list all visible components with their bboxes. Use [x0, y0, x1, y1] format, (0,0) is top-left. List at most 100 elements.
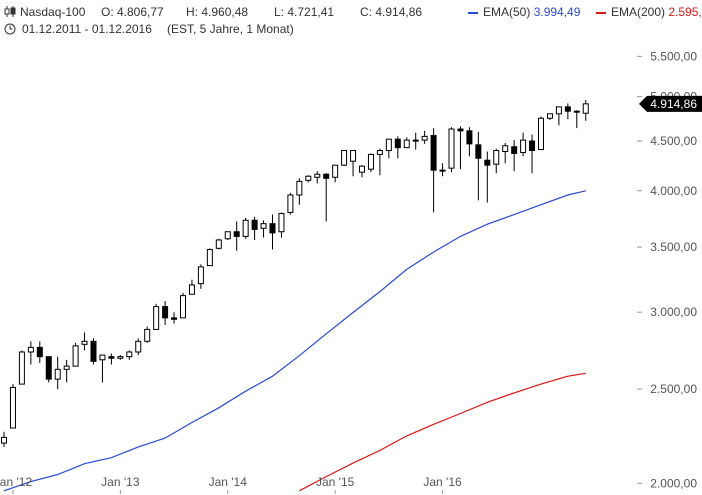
candle: [582, 99, 589, 121]
candle-body: [332, 164, 339, 178]
candle: [466, 127, 473, 157]
x-tick-label: Jan '15: [316, 475, 355, 489]
candle: [233, 221, 240, 251]
candle-body: [81, 340, 88, 345]
candle: [72, 342, 79, 367]
candle-body: [305, 175, 312, 181]
candle-body: [117, 356, 124, 359]
candle-body: [162, 306, 169, 319]
candle: [314, 171, 321, 184]
candle: [457, 126, 464, 170]
ema50-legend-value: 3.994,49: [533, 5, 581, 19]
x-tick-label: Jan '16: [423, 475, 462, 489]
candle-body: [376, 150, 383, 155]
candle: [421, 130, 428, 144]
close-value: C: 4.914,86: [360, 5, 423, 19]
candle: [215, 238, 222, 250]
x-axis: Jan '12 Jan '13 Jan '14 Jan '15 Jan '16: [0, 475, 462, 494]
candle-body: [529, 140, 536, 152]
candle: [538, 116, 544, 151]
candle-body: [18, 351, 25, 385]
candle-body: [54, 368, 61, 380]
candle-body: [206, 249, 213, 267]
candle-body: [421, 135, 428, 141]
candle-body: [555, 106, 562, 115]
candle-body: [439, 169, 446, 172]
candle-body: [394, 138, 401, 149]
candle: [54, 356, 61, 390]
candle-body: [350, 150, 357, 162]
candle-body: [359, 165, 365, 173]
candle-body: [108, 356, 115, 359]
candle: [242, 218, 249, 239]
last-price-badge: 4.914,86: [639, 95, 702, 112]
ema50-line: [3, 190, 586, 492]
candle: [529, 134, 536, 174]
candle-body: [251, 219, 258, 230]
y-tick-label: 4.500,00: [650, 134, 697, 148]
candle: [269, 214, 276, 250]
ema200-legend-swatch: [596, 12, 606, 14]
candle: [206, 248, 213, 267]
candle-body: [573, 110, 580, 113]
candle: [188, 279, 195, 295]
candle: [332, 164, 339, 183]
candle-body: [63, 365, 70, 370]
candle: [475, 131, 482, 201]
chart-info: (EST, 5 Jahre, 1 Monat): [167, 22, 294, 36]
candle-body: [99, 354, 106, 361]
candle: [117, 355, 124, 360]
candle-body: [448, 128, 455, 169]
clock-icon: [4, 23, 16, 35]
candle: [546, 113, 553, 121]
candle: [502, 142, 509, 164]
candle: [153, 303, 160, 330]
candle: [278, 212, 285, 238]
candle-body: [502, 145, 509, 152]
candle: [108, 353, 115, 365]
candle: [27, 341, 34, 365]
candle: [260, 220, 267, 238]
candle: [350, 150, 357, 177]
candle-body: [538, 117, 544, 151]
candle: [305, 175, 312, 183]
candle-body: [564, 106, 571, 112]
candles: [1, 99, 589, 447]
candle: [564, 103, 571, 120]
candle: [385, 138, 392, 159]
candle: [341, 150, 348, 167]
candle: [394, 136, 401, 159]
candle-body: [278, 213, 285, 233]
candle: [484, 151, 491, 203]
candle-body: [126, 351, 133, 358]
y-tick-label: 3.000,00: [650, 305, 697, 319]
candle-body: [546, 113, 553, 119]
candle-body: [171, 317, 178, 320]
candle-body: [45, 356, 52, 380]
candle: [367, 153, 374, 173]
candle: [99, 354, 106, 383]
candle: [520, 132, 527, 157]
candle: [63, 359, 70, 383]
y-tick-label: 3.500,00: [650, 240, 697, 254]
candle-body: [260, 223, 267, 229]
candle-body: [197, 266, 204, 285]
candle: [430, 128, 437, 213]
candle: [403, 137, 410, 149]
candle: [224, 231, 231, 240]
candle-body: [296, 180, 303, 196]
candle-body: [475, 144, 482, 159]
candlestick-icon: [4, 6, 16, 17]
candle: [493, 148, 500, 174]
candle-body: [314, 173, 321, 178]
candle: [36, 341, 43, 363]
candle: [439, 163, 446, 177]
candle: [359, 165, 365, 178]
y-tick-label: 2.000,00: [650, 476, 697, 490]
candle: [18, 350, 25, 385]
candle-body: [385, 138, 392, 152]
candle-body: [153, 306, 160, 330]
candle-body: [180, 295, 186, 319]
candle-body: [484, 159, 491, 166]
